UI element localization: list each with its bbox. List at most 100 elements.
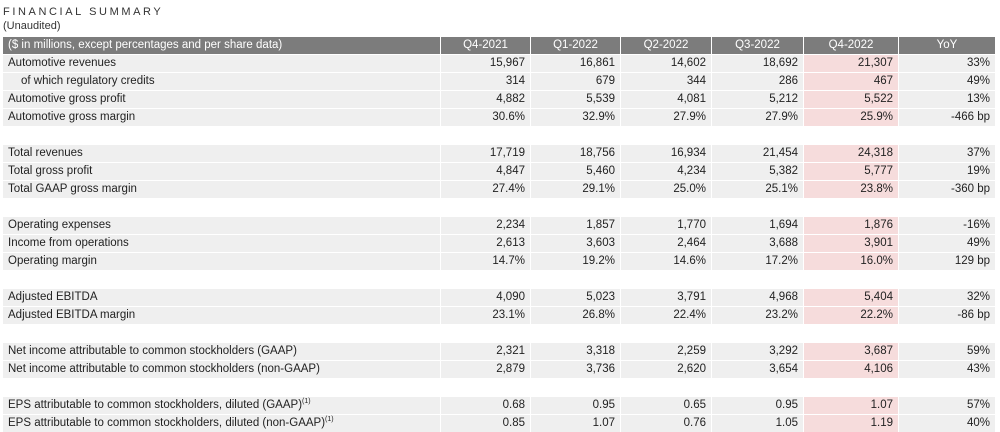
label-text: Adjusted EBITDA margin (8, 309, 136, 321)
row-label: Operating expenses (3, 217, 440, 234)
value-cell: 0.85 (441, 415, 530, 432)
label-text: Automotive gross margin (8, 111, 136, 123)
value-cell: 30.6% (441, 109, 530, 126)
footnote-ref: (1) (325, 416, 334, 423)
value-cell: 5,404 (804, 289, 898, 306)
value-cell: 4,882 (441, 91, 530, 108)
value-cell: 4,968 (712, 289, 803, 306)
value-cell: 2,879 (441, 361, 530, 378)
header-cell: Q4-2022 (804, 37, 898, 54)
label-text: Automotive gross profit (8, 93, 126, 105)
value-cell: 3,791 (621, 289, 711, 306)
value-cell: 1.07 (531, 415, 620, 432)
value-cell: 57% (899, 397, 995, 414)
label-text: Income from operations (8, 237, 129, 249)
label-text: Operating expenses (8, 219, 111, 231)
value-cell: 16,861 (531, 55, 620, 72)
value-cell: 286 (712, 73, 803, 90)
value-cell: 3,654 (712, 361, 803, 378)
value-cell: 21,454 (712, 145, 803, 162)
value-cell: 3,901 (804, 235, 898, 252)
value-cell: 129 bp (899, 253, 995, 270)
value-cell: 5,522 (804, 91, 898, 108)
value-cell: -360 bp (899, 181, 995, 198)
value-cell: 32% (899, 289, 995, 306)
value-cell: 679 (531, 73, 620, 90)
footnote-ref: (1) (302, 398, 311, 405)
label-text: Automotive revenues (8, 57, 117, 69)
value-cell: 14,602 (621, 55, 711, 72)
value-cell: 29.1% (531, 181, 620, 198)
value-cell: 467 (804, 73, 898, 90)
header-cell: ($ in millions, except percentages and p… (3, 37, 440, 54)
value-cell: 13% (899, 91, 995, 108)
label-text: EPS attributable to common stockholders,… (8, 417, 326, 429)
value-cell: 1.19 (804, 415, 898, 432)
label-text: Total gross profit (8, 165, 93, 177)
value-cell: -466 bp (899, 109, 995, 126)
label-text: of which regulatory credits (21, 75, 155, 87)
value-cell: 1,770 (621, 217, 711, 234)
value-cell: 22.2% (804, 307, 898, 324)
label-text: EPS attributable to common stockholders,… (8, 399, 303, 411)
value-cell: 4,847 (441, 163, 530, 180)
label-text: Net income attributable to common stockh… (8, 363, 320, 375)
value-cell: 19.2% (531, 253, 620, 270)
value-cell: 49% (899, 235, 995, 252)
value-cell: 37% (899, 145, 995, 162)
value-cell: 24,318 (804, 145, 898, 162)
row-label: Net income attributable to common stockh… (3, 361, 440, 378)
label-text: Operating margin (8, 255, 97, 267)
value-cell: 5,777 (804, 163, 898, 180)
value-cell: 2,464 (621, 235, 711, 252)
value-cell: 4,234 (621, 163, 711, 180)
value-cell: 1.07 (804, 397, 898, 414)
value-cell: 5,539 (531, 91, 620, 108)
value-cell: 3,292 (712, 343, 803, 360)
value-cell: 23.1% (441, 307, 530, 324)
value-cell: 5,460 (531, 163, 620, 180)
value-cell: 314 (441, 73, 530, 90)
value-cell: 14.7% (441, 253, 530, 270)
header-cell: Q2-2022 (621, 37, 711, 54)
value-cell: 4,106 (804, 361, 898, 378)
value-cell: 4,081 (621, 91, 711, 108)
value-cell: 23.2% (712, 307, 803, 324)
value-cell: 5,023 (531, 289, 620, 306)
header-cell: Q3-2022 (712, 37, 803, 54)
label-text: Adjusted EBITDA (8, 291, 98, 303)
value-cell: 16.0% (804, 253, 898, 270)
row-label: EPS attributable to common stockholders,… (3, 415, 440, 432)
value-cell: 49% (899, 73, 995, 90)
row-label: Total GAAP gross margin (3, 181, 440, 198)
value-cell: 2,234 (441, 217, 530, 234)
row-label: of which regulatory credits (3, 73, 440, 90)
row-label: Income from operations (3, 235, 440, 252)
value-cell: 21,307 (804, 55, 898, 72)
value-cell: 2,259 (621, 343, 711, 360)
value-cell: 1,857 (531, 217, 620, 234)
value-cell: 0.95 (712, 397, 803, 414)
value-cell: 23.8% (804, 181, 898, 198)
header-cell: Q1-2022 (531, 37, 620, 54)
row-label: Operating margin (3, 253, 440, 270)
value-cell: 17.2% (712, 253, 803, 270)
value-cell: 5,382 (712, 163, 803, 180)
value-cell: 1.05 (712, 415, 803, 432)
label-text: Net income attributable to common stockh… (8, 345, 297, 357)
value-cell: 2,620 (621, 361, 711, 378)
value-cell: 27.9% (712, 109, 803, 126)
header-cell: YoY (899, 37, 995, 54)
value-cell: 2,321 (441, 343, 530, 360)
value-cell: 25.9% (804, 109, 898, 126)
value-cell: 1,694 (712, 217, 803, 234)
value-cell: 18,692 (712, 55, 803, 72)
row-label: Automotive gross profit (3, 91, 440, 108)
value-cell: 3,736 (531, 361, 620, 378)
value-cell: 32.9% (531, 109, 620, 126)
value-cell: 40% (899, 415, 995, 432)
value-cell: 19% (899, 163, 995, 180)
value-cell: 3,603 (531, 235, 620, 252)
header-cell: Q4-2021 (441, 37, 530, 54)
